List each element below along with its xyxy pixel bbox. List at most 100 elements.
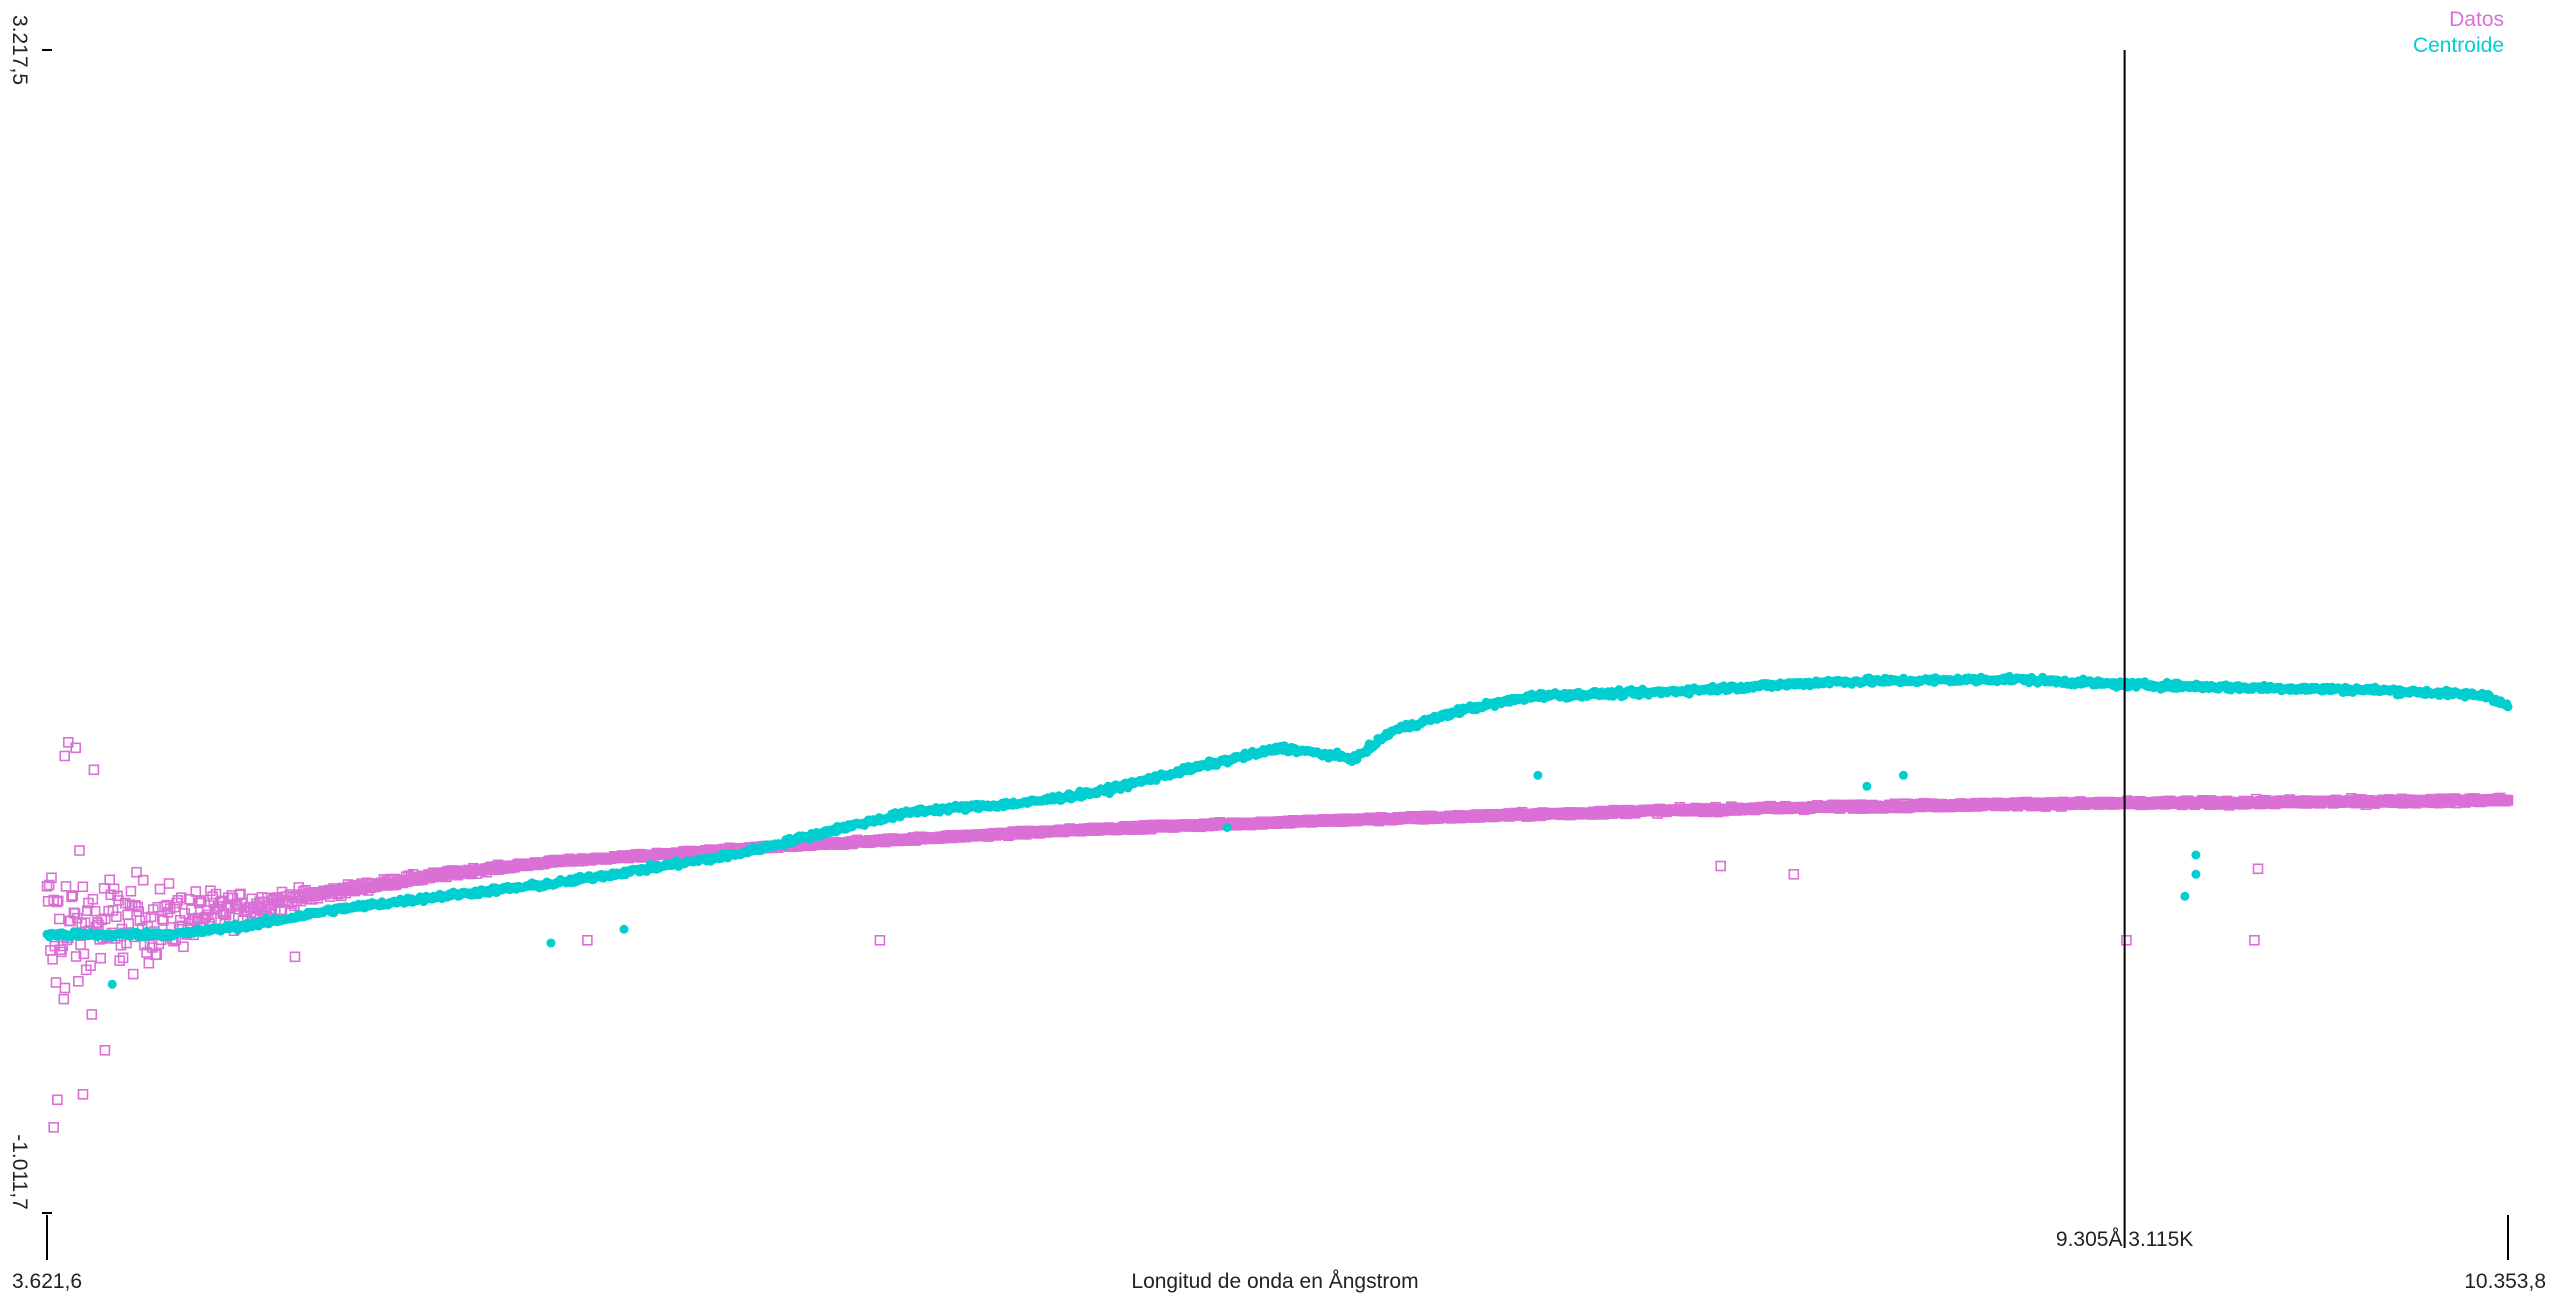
datos-outlier-point: [874, 934, 886, 946]
datos-point: [202, 909, 214, 921]
datos-outlier-point: [52, 1094, 63, 1106]
datos-outlier-point: [77, 1089, 89, 1100]
datos-outlier-point: [62, 736, 74, 748]
legend-datos[interactable]: Datos: [2449, 8, 2504, 31]
datos-point: [134, 915, 146, 926]
datos-point: [145, 911, 157, 923]
datos-point: [108, 883, 120, 895]
datos-point: [104, 874, 115, 886]
datos-point: [200, 911, 212, 923]
datos-point: [73, 975, 84, 987]
datos-point: [113, 895, 124, 906]
datos-point: [176, 892, 187, 904]
datos-outlier-point: [582, 934, 593, 946]
centroide-dip-point: [1862, 781, 1872, 791]
datos-point: [131, 866, 142, 878]
datos-point: [115, 939, 127, 951]
datos-outlier-point: [289, 951, 301, 963]
datos-series: [41, 736, 2514, 1133]
datos-point: [43, 879, 55, 891]
datos-point: [172, 894, 184, 906]
y-axis-max-label: 3.217,5: [8, 15, 31, 85]
datos-point: [154, 883, 166, 895]
datos-point: [58, 993, 70, 1005]
centroide-dip-point: [2180, 891, 2190, 901]
x-axis-max-label: 10.353,8: [2464, 1270, 2546, 1293]
datos-point: [196, 896, 207, 907]
datos-outlier-point: [2249, 934, 2260, 946]
datos-point: [127, 968, 139, 980]
datos-outlier-point: [48, 1122, 60, 1133]
datos-point: [163, 878, 175, 889]
datos-point: [159, 901, 170, 912]
datos-point: [183, 893, 195, 905]
datos-point: [122, 909, 133, 921]
datos-point: [2502, 795, 2514, 806]
datos-point: [53, 913, 65, 925]
datos-point: [98, 882, 110, 894]
datos-point: [47, 953, 58, 965]
datos-point: [125, 885, 137, 897]
datos-point: [70, 951, 82, 962]
datos-outlier-point: [1788, 868, 1800, 880]
datos-point: [52, 895, 64, 907]
cursor-readout: 9.305Å 3.115K: [2056, 1228, 2193, 1251]
datos-point: [123, 918, 134, 929]
datos-point: [193, 897, 205, 909]
centroide-dip-point: [546, 938, 556, 948]
datos-point: [130, 899, 141, 911]
datos-point: [74, 845, 85, 856]
datos-point: [205, 885, 216, 897]
datos-point: [195, 895, 206, 906]
datos-point: [82, 905, 93, 916]
datos-outlier-point: [88, 764, 100, 776]
datos-point: [51, 896, 63, 908]
datos-point: [111, 911, 122, 923]
datos-point: [96, 914, 108, 926]
datos-outlier-point: [1715, 860, 1726, 872]
datos-point: [95, 952, 106, 964]
datos-point: [50, 977, 62, 988]
x-axis-title: Longitud de onda en Ångstrom: [1131, 1270, 1418, 1293]
datos-point: [151, 949, 162, 961]
datos-point: [59, 982, 71, 994]
centroide-dip-point: [2191, 850, 2201, 860]
datos-point: [78, 948, 90, 960]
datos-point: [105, 889, 117, 901]
centroide-point: [2503, 702, 2513, 712]
y-axis-min-label: -1.011,7: [8, 1134, 31, 1210]
datos-outlier-point: [99, 1045, 111, 1056]
centroide-dip-point: [2191, 869, 2201, 879]
centroide-dip-point: [1898, 770, 1908, 780]
centroide-dip-point: [619, 924, 629, 934]
datos-point: [161, 899, 172, 911]
centroide-series: [42, 671, 2513, 989]
datos-point: [75, 939, 86, 951]
datos-point: [124, 899, 136, 911]
datos-point: [46, 872, 57, 884]
datos-point: [87, 893, 99, 905]
x-axis-min-label: 3.621,6: [12, 1270, 82, 1293]
datos-point: [117, 952, 129, 964]
datos-point: [114, 955, 125, 966]
centroide-dip-point: [1222, 823, 1232, 832]
datos-point: [107, 904, 119, 916]
datos-outlier-point: [70, 742, 81, 754]
datos-outlier-point: [59, 750, 71, 762]
centroide-dip-point: [1533, 770, 1543, 780]
datos-point: [178, 941, 189, 953]
datos-point: [67, 890, 78, 901]
datos-point: [49, 940, 61, 952]
datos-point: [66, 891, 77, 903]
datos-point: [233, 903, 244, 915]
datos-point: [137, 874, 149, 886]
datos-outlier-point: [2121, 934, 2132, 946]
datos-point: [86, 1009, 98, 1020]
legend-centroide[interactable]: Centroide: [2413, 34, 2504, 57]
datos-point: [143, 957, 155, 969]
datos-point: [77, 881, 89, 893]
datos-point: [56, 946, 67, 958]
datos-outlier-point: [2252, 863, 2264, 875]
datos-point: [192, 912, 204, 924]
